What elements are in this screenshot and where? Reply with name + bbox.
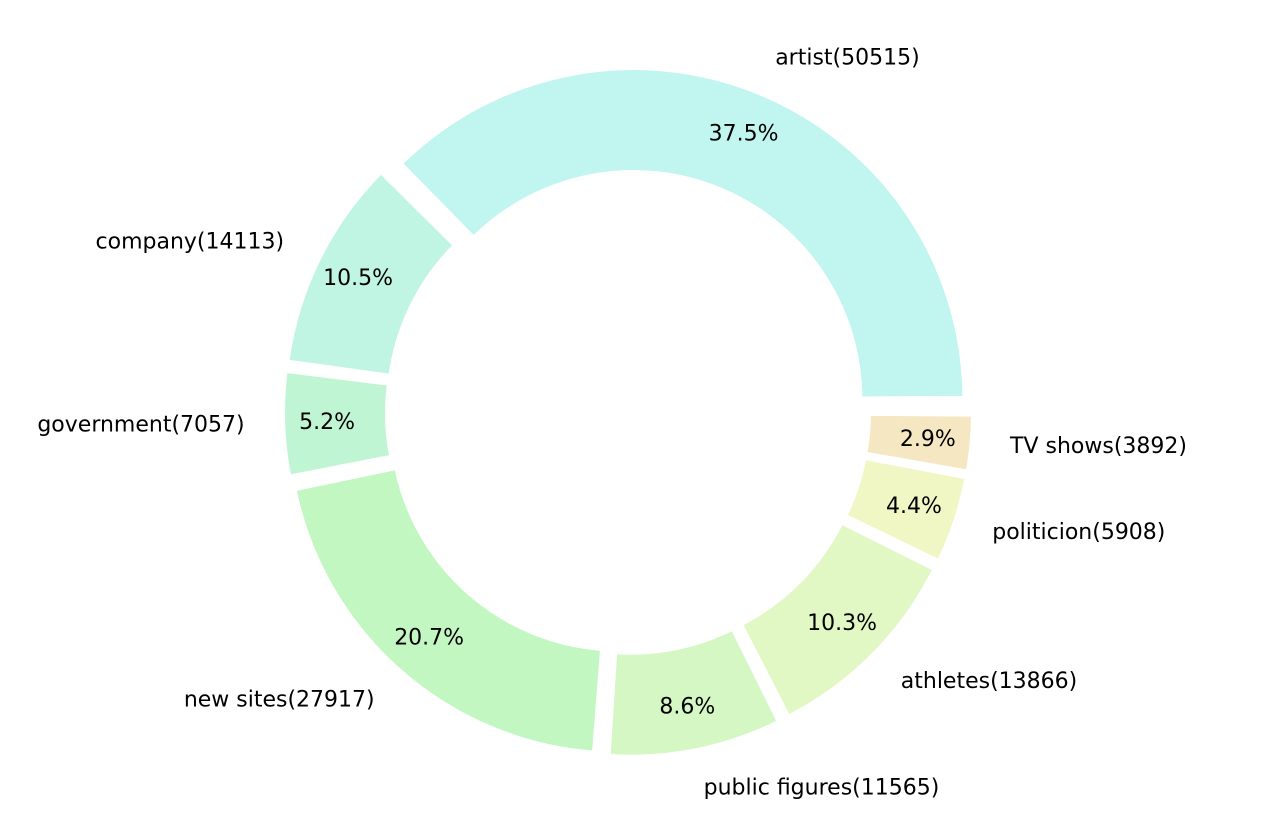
slice-new-sites [294, 467, 603, 753]
category-label-public-figures: public figures(11565) [704, 776, 940, 801]
slice-company [287, 172, 455, 376]
category-label-company: company(14113) [96, 230, 285, 255]
slice-artist [400, 68, 965, 399]
category-label-artist: artist(50515) [775, 45, 920, 70]
percent-label-public-figures: 8.6% [659, 695, 715, 720]
percent-label-tv-shows: 2.9% [900, 427, 956, 452]
slice-government [283, 370, 392, 477]
labels-group: 37.5% artist(50515) 10.5% company(14113) 5.2… [37, 45, 1187, 800]
percent-label-artist: 37.5% [709, 121, 779, 146]
slices-group [283, 68, 973, 757]
category-label-tv-shows: TV shows(3892) [1009, 434, 1187, 459]
percent-label-athletes: 10.3% [807, 611, 877, 636]
category-label-athletes: athletes(13866) [901, 669, 1077, 694]
category-label-government: government(7057) [37, 413, 244, 438]
percent-label-new-sites: 20.7% [394, 626, 464, 651]
percent-label-politicion: 4.4% [886, 494, 942, 519]
percent-label-company: 10.5% [323, 266, 393, 291]
slice-politicion [845, 457, 967, 562]
category-label-politicion: politicion(5908) [992, 520, 1165, 545]
slice-athletes [740, 522, 935, 717]
slice-tv-shows [865, 413, 973, 472]
category-label-new-sites: new sites(27917) [184, 688, 375, 713]
slice-public-figures [608, 628, 779, 757]
percent-label-government: 5.2% [299, 410, 355, 435]
